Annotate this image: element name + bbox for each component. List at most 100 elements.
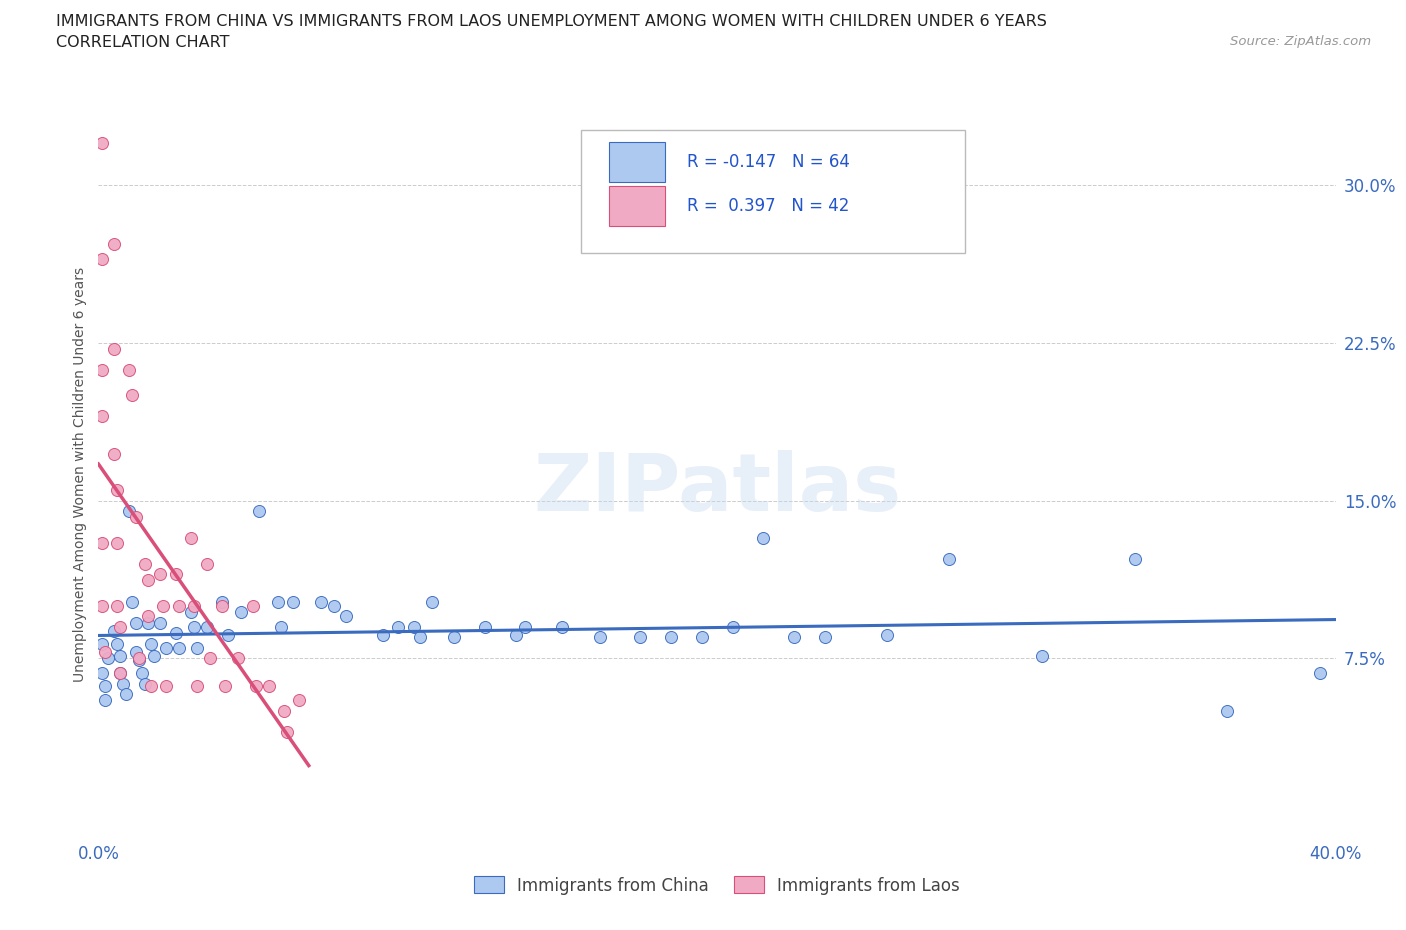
- Point: [136, 609, 159, 624]
- Point: [97, 651, 120, 666]
- Bar: [609, 186, 665, 226]
- Point: [659, 630, 682, 644]
- Point: [93, 693, 115, 708]
- Point: [115, 686, 138, 701]
- Bar: [609, 142, 665, 182]
- Point: [1309, 666, 1331, 681]
- Point: [90, 251, 112, 266]
- Point: [149, 566, 172, 581]
- Point: [134, 556, 156, 571]
- Point: [124, 615, 146, 630]
- Point: [103, 447, 125, 462]
- Point: [112, 676, 135, 691]
- Point: [124, 510, 146, 525]
- Point: [1123, 552, 1146, 567]
- Point: [180, 604, 202, 619]
- Point: [131, 666, 153, 681]
- Point: [128, 653, 150, 668]
- Point: [165, 566, 187, 581]
- Point: [195, 556, 218, 571]
- Point: [211, 598, 233, 613]
- Point: [103, 341, 125, 356]
- Point: [105, 535, 128, 550]
- Text: IMMIGRANTS FROM CHINA VS IMMIGRANTS FROM LAOS UNEMPLOYMENT AMONG WOMEN WITH CHIL: IMMIGRANTS FROM CHINA VS IMMIGRANTS FROM…: [56, 14, 1047, 29]
- Point: [143, 649, 166, 664]
- Point: [90, 636, 112, 651]
- Point: [90, 409, 112, 424]
- Point: [422, 594, 444, 609]
- Text: R =  0.397   N = 42: R = 0.397 N = 42: [688, 197, 849, 215]
- Point: [783, 630, 806, 644]
- Point: [322, 598, 344, 613]
- Point: [167, 641, 190, 656]
- Point: [1031, 649, 1053, 664]
- Point: [108, 649, 131, 664]
- Point: [217, 628, 239, 643]
- Point: [134, 676, 156, 691]
- Point: [165, 626, 187, 641]
- Point: [247, 504, 270, 519]
- Point: [195, 619, 218, 634]
- Point: [273, 703, 295, 718]
- Point: [90, 598, 112, 613]
- Point: [186, 678, 208, 693]
- Point: [136, 573, 159, 588]
- Point: [229, 604, 252, 619]
- Point: [90, 363, 112, 378]
- Legend: Immigrants from China, Immigrants from Laos: Immigrants from China, Immigrants from L…: [467, 870, 967, 901]
- Point: [288, 693, 311, 708]
- Point: [814, 630, 837, 644]
- Point: [121, 594, 143, 609]
- Point: [90, 136, 112, 151]
- Point: [128, 651, 150, 666]
- Point: [139, 678, 162, 693]
- Point: [270, 619, 292, 634]
- Point: [155, 678, 177, 693]
- Point: [93, 644, 115, 659]
- Point: [108, 666, 131, 681]
- Point: [93, 678, 115, 693]
- Point: [443, 630, 465, 644]
- Point: [242, 598, 264, 613]
- Point: [90, 666, 112, 681]
- Point: [121, 388, 143, 403]
- Point: [551, 619, 574, 634]
- Point: [588, 630, 610, 644]
- Point: [515, 619, 537, 634]
- Point: [371, 628, 394, 643]
- Point: [505, 628, 527, 643]
- Point: [152, 598, 174, 613]
- Point: [387, 619, 409, 634]
- Point: [90, 535, 112, 550]
- Point: [198, 651, 221, 666]
- Point: [167, 598, 190, 613]
- Point: [245, 678, 267, 693]
- Point: [628, 630, 651, 644]
- Point: [180, 531, 202, 546]
- Point: [335, 609, 357, 624]
- Point: [103, 623, 125, 638]
- Point: [690, 630, 713, 644]
- Point: [105, 636, 128, 651]
- Point: [752, 531, 775, 546]
- Point: [211, 594, 233, 609]
- Text: ZIPatlas: ZIPatlas: [533, 450, 901, 528]
- Point: [257, 678, 280, 693]
- Point: [409, 630, 432, 644]
- Point: [721, 619, 744, 634]
- Point: [118, 363, 141, 378]
- Point: [118, 504, 141, 519]
- Text: R = -0.147   N = 64: R = -0.147 N = 64: [688, 153, 851, 171]
- Point: [1216, 703, 1239, 718]
- Point: [124, 644, 146, 659]
- Point: [103, 236, 125, 251]
- Text: CORRELATION CHART: CORRELATION CHART: [56, 35, 229, 50]
- FancyBboxPatch shape: [581, 130, 965, 253]
- Point: [876, 628, 898, 643]
- Point: [226, 651, 249, 666]
- Point: [186, 641, 208, 656]
- Point: [108, 619, 131, 634]
- Point: [214, 678, 236, 693]
- Point: [139, 636, 162, 651]
- Text: Source: ZipAtlas.com: Source: ZipAtlas.com: [1230, 35, 1371, 48]
